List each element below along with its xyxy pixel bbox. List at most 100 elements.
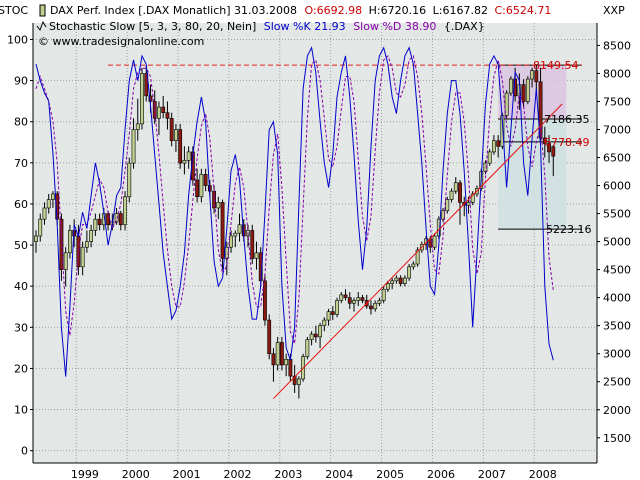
candle-body [68,230,72,254]
candle-body [305,339,310,357]
candle-body [339,294,344,301]
candle-body [449,190,454,200]
close-value: C:6524.71 [494,4,551,17]
x-tick-label: 1999 [71,468,99,480]
candle-body [445,199,450,212]
svg-text:Stochastic Slow [5, 3, 3, 80,: Stochastic Slow [5, 3, 3, 80, 20, Nein] … [49,20,485,33]
candle-body [288,359,293,377]
right-tick-label: 2000 [603,404,631,417]
x-tick-label: 2004 [325,468,353,480]
x-tick-label: 2008 [529,468,557,480]
candle-body [322,319,327,326]
candle-body [296,378,301,385]
left-axis-tag: STOC [0,4,28,17]
right-tick-label: 1500 [603,432,631,445]
x-tick-label: 2003 [274,468,302,480]
candle-body [525,78,530,102]
candle-body [360,297,365,301]
level-labels: 8149.54 7186.35 6778.49 5223.16 [533,59,592,236]
candle-body [250,230,255,259]
candle-body [97,218,102,226]
candle-body [203,174,208,186]
candle-body [38,218,43,237]
candle-body [402,277,407,284]
right-tick-label: 8500 [603,39,631,52]
candle-body [492,140,496,153]
candle-body [216,202,221,209]
candle-body [182,160,187,164]
candle-body [80,246,85,268]
candle-body [127,162,132,198]
right-tick-label: 3000 [603,348,631,361]
open-value: O:6692.98 [304,4,362,17]
copyright-text: © www.tradesignalonline.com [38,35,204,48]
candle-body [46,199,51,209]
right-tick-label: 3500 [603,320,631,333]
candle-body [330,311,335,315]
candle-body [118,213,123,226]
right-tick-label: 4000 [603,292,631,305]
candle-body [63,252,68,270]
high-value: H:6720.16 [369,4,426,17]
fib-level-label: 6778.49 [544,136,590,149]
candle-body [313,333,318,338]
candle-body [174,129,178,142]
right-tick-label: 7000 [603,123,631,136]
fib-level-label: 7186.35 [544,113,590,126]
candle-body [508,78,513,94]
candle-body [254,252,259,259]
gridlines [33,23,597,463]
candle-body [542,137,547,144]
candle-body [144,73,149,97]
candle-body [377,300,382,304]
left-tick-label: 40 [14,280,28,293]
candle-body [280,342,284,366]
candle-body [521,84,526,102]
axes: 0 10 20 30 40 50 60 70 80 90 100 1500 2000 2500 3000 35… [7,23,631,480]
candle-body [466,202,471,206]
candle-body [199,174,204,198]
left-tick-label: 20 [14,362,28,375]
candle-body [407,266,412,279]
x-tick-label: 2005 [376,468,404,480]
candle-body [51,193,55,200]
left-tick-label: 60 [14,198,28,211]
trendline [273,103,563,399]
stoch-d-line [35,54,554,344]
candle-body [538,81,543,139]
right-tick-label: 2500 [603,376,631,389]
candle-body [458,182,462,203]
right-tick-label: 6500 [603,152,631,165]
candle-body [386,283,390,290]
legend-candle-icon [39,4,46,17]
candle-body [93,218,98,231]
candle-body [131,129,136,164]
left-tick-label: 10 [14,404,28,417]
candle-body [411,263,416,268]
candle-body [534,70,539,83]
candle-body [347,297,352,304]
left-tick-label: 100 [7,33,28,46]
right-tick-label: 6000 [603,180,631,193]
fib-level-label: 8149.54 [533,59,579,72]
candle-body [271,353,276,366]
x-tick-label: 2006 [427,468,455,480]
candle-body [220,202,225,259]
candle-body [547,143,551,153]
candle-body [165,112,170,119]
candle-body [42,207,47,220]
candle-body [135,123,140,130]
candle-body [89,230,94,242]
candle-body [394,277,399,282]
candle-body [169,117,174,142]
left-tick-label: 0 [21,445,28,458]
left-tick-label: 80 [14,116,28,129]
candle-body [504,92,509,116]
x-tick-label: 2000 [122,468,150,480]
candle-body [123,196,127,226]
right-tick-label: 5500 [603,208,631,221]
candle-body [34,235,38,242]
indicator-lines [35,46,563,399]
candle-body [487,151,492,164]
candle-body [432,235,437,248]
